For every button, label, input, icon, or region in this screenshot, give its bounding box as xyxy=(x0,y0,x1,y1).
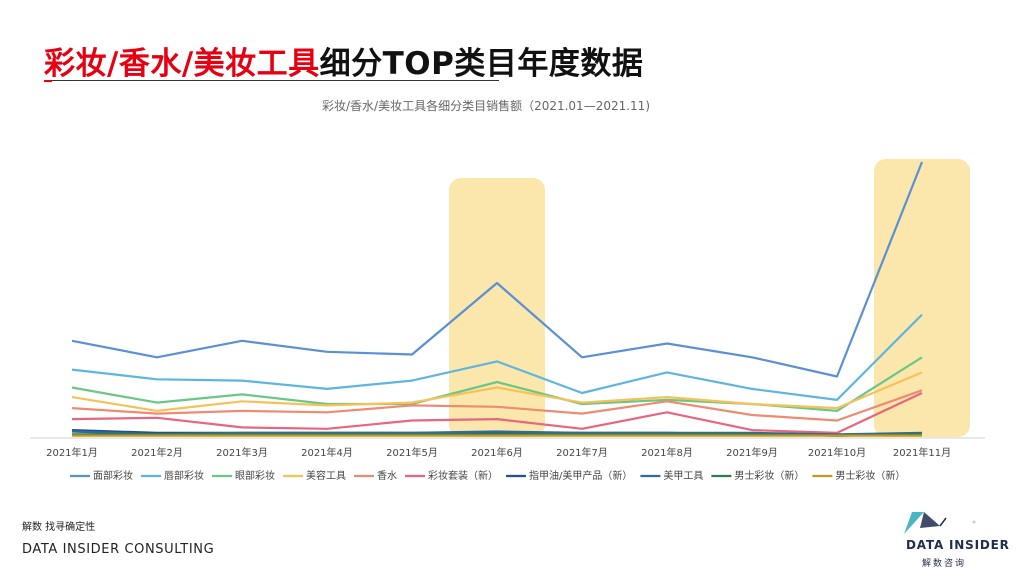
series-line-4 xyxy=(71,371,923,412)
legend-item: 面部彩妆 xyxy=(70,469,133,482)
legend-label: 唇部彩妆 xyxy=(164,469,204,482)
legend-label: 彩妆套装（新） xyxy=(428,469,498,482)
legend-label: 男士彩妆（新） xyxy=(835,469,905,482)
legend-item: 美甲工具 xyxy=(640,469,703,482)
footer-company: DATA INSIDER CONSULTING xyxy=(22,542,215,557)
series-line-6 xyxy=(71,392,923,434)
legend-label: 香水 xyxy=(377,470,397,482)
x-tick-label: 2021年6月 xyxy=(471,446,523,459)
logo-subtext: 解数咨询 xyxy=(922,559,967,569)
legend-item: 唇部彩妆 xyxy=(141,469,204,482)
legend-label: 眼部彩妆 xyxy=(235,469,275,482)
x-tick-label: 2021年7月 xyxy=(556,446,608,459)
legend-item: 眼部彩妆 xyxy=(212,469,275,482)
legend-item: 男士彩妆（新） xyxy=(812,469,905,482)
legend-label: 男士彩妆（新） xyxy=(734,469,804,482)
x-tick-label: 2021年2月 xyxy=(131,446,183,459)
sales-line-chart: 彩妆/香水/美妆工具各细分类目销售额（2021.01—2021.11) 2021… xyxy=(30,98,985,482)
x-tick-label: 2021年8月 xyxy=(641,446,693,459)
highlight-band xyxy=(449,178,545,437)
x-tick-label: 2021年11月 xyxy=(893,446,951,459)
x-tick-label: 2021年1月 xyxy=(46,446,98,459)
legend-label: 指甲油/美甲产品（新） xyxy=(529,469,632,482)
series-line-1 xyxy=(71,161,924,378)
x-tick-label: 2021年3月 xyxy=(216,446,268,459)
legend-label: 美容工具 xyxy=(306,469,346,482)
legend-item: 美容工具 xyxy=(283,469,346,482)
legend-item: 男士彩妆（新） xyxy=(711,469,804,482)
page-title-highlight: 彩妆/香水/美妆工具 xyxy=(44,46,320,82)
page-title-rest: 细分TOP类目年度数据 xyxy=(319,46,644,82)
title-underline xyxy=(44,80,499,81)
data-insider-logo-icon xyxy=(904,512,976,534)
series-line-2 xyxy=(71,313,923,401)
highlight-band xyxy=(874,159,970,437)
legend-item: 指甲油/美甲产品（新） xyxy=(506,469,632,482)
page-title: 彩妆/香水/美妆工具细分TOP类目年度数据 xyxy=(44,38,643,83)
series-line-5 xyxy=(71,389,923,422)
x-tick-label: 2021年10月 xyxy=(808,446,866,459)
footer-tagline: 解数 找寻确定性 xyxy=(22,522,96,533)
legend-label: 美甲工具 xyxy=(663,469,703,482)
legend-item: 香水 xyxy=(354,470,397,482)
x-tick-label: 2021年9月 xyxy=(726,446,778,459)
x-tick-label: 2021年4月 xyxy=(301,446,353,459)
legend-label: 面部彩妆 xyxy=(93,469,133,482)
logo-text: DATA INSIDER xyxy=(906,538,1010,552)
legend-item: 彩妆套装（新） xyxy=(405,469,498,482)
chart-title: 彩妆/香水/美妆工具各细分类目销售额（2021.01—2021.11) xyxy=(322,98,650,113)
title-accent-bar xyxy=(44,80,52,82)
x-tick-label: 2021年5月 xyxy=(386,446,438,459)
